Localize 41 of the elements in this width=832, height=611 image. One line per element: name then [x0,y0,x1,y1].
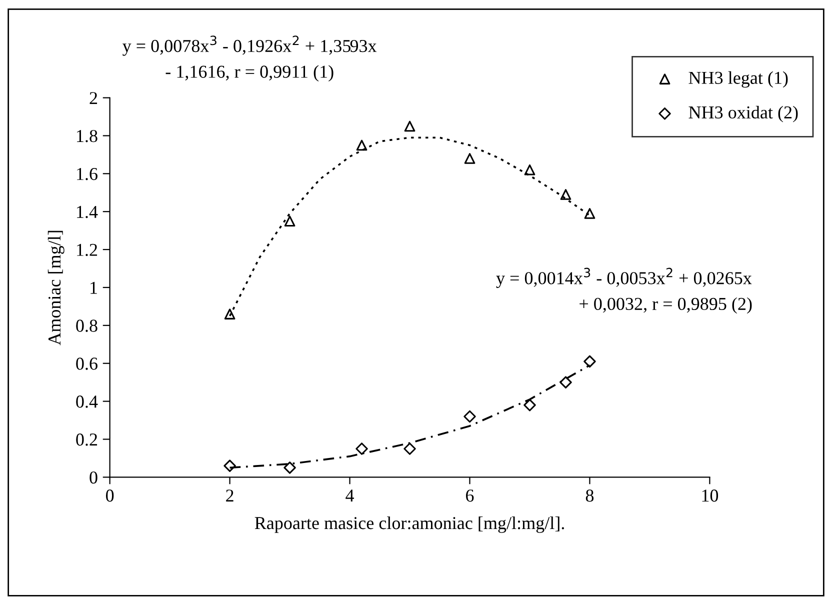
y-tick-label: 1 [90,282,97,294]
x-tick-label: 8 [586,490,594,502]
point [356,442,368,455]
x-tick-label: 2 [226,490,234,502]
legend-label: NH3 oxidat (2) [688,106,798,122]
annotation: y = 0,0014x$^{3}$ - 0,0053x$^{2}$ + 0,0265x [496,268,752,288]
legend-label: NH3 legat (1) [688,71,788,88]
y-tick-label: 1.2 [77,244,98,256]
y-tick-label: 0 [90,471,98,484]
x-tick-label: 10 [702,490,718,502]
x-tick-label: 4 [346,490,354,502]
point [464,153,476,164]
x-tick-label: 0 [106,490,114,502]
point [404,120,416,132]
point [404,442,416,455]
y-tick-label: 2 [90,92,98,104]
y-axis-title: Amoniac [mg/l] [48,230,64,346]
y-tick-label: 1.8 [77,130,98,142]
point [224,308,236,320]
y-tick-label: 0.2 [76,434,98,446]
point [224,460,236,472]
point [524,398,536,412]
x-tick-label: 6 [466,490,474,502]
point [560,376,572,388]
point [524,164,536,176]
text: - 1,1616, r = 0,9911 (1) [166,65,334,82]
y-tick-label: 0.4 [76,396,98,408]
point [464,410,476,423]
y-tick-label: 1.4 [77,206,98,218]
y-tick-label: 0.8 [76,320,98,332]
point [560,189,572,200]
point [284,216,296,226]
annotation: + 0,0032, r = 0,9895 (2) [580,297,752,314]
x-axis-title: Rapoarte masice clor:amoniac [mg/l:mg/l]. [254,516,564,533]
point [356,140,368,151]
y-tick-label: 1.6 [77,168,98,180]
y-tick-label: 0.6 [76,358,98,370]
point [584,355,596,368]
text: y = 0,0078x$^{3}$ - 0,1926x$^{2}$ + 1,3593x [122,36,377,56]
point [284,462,296,474]
point [584,208,596,219]
